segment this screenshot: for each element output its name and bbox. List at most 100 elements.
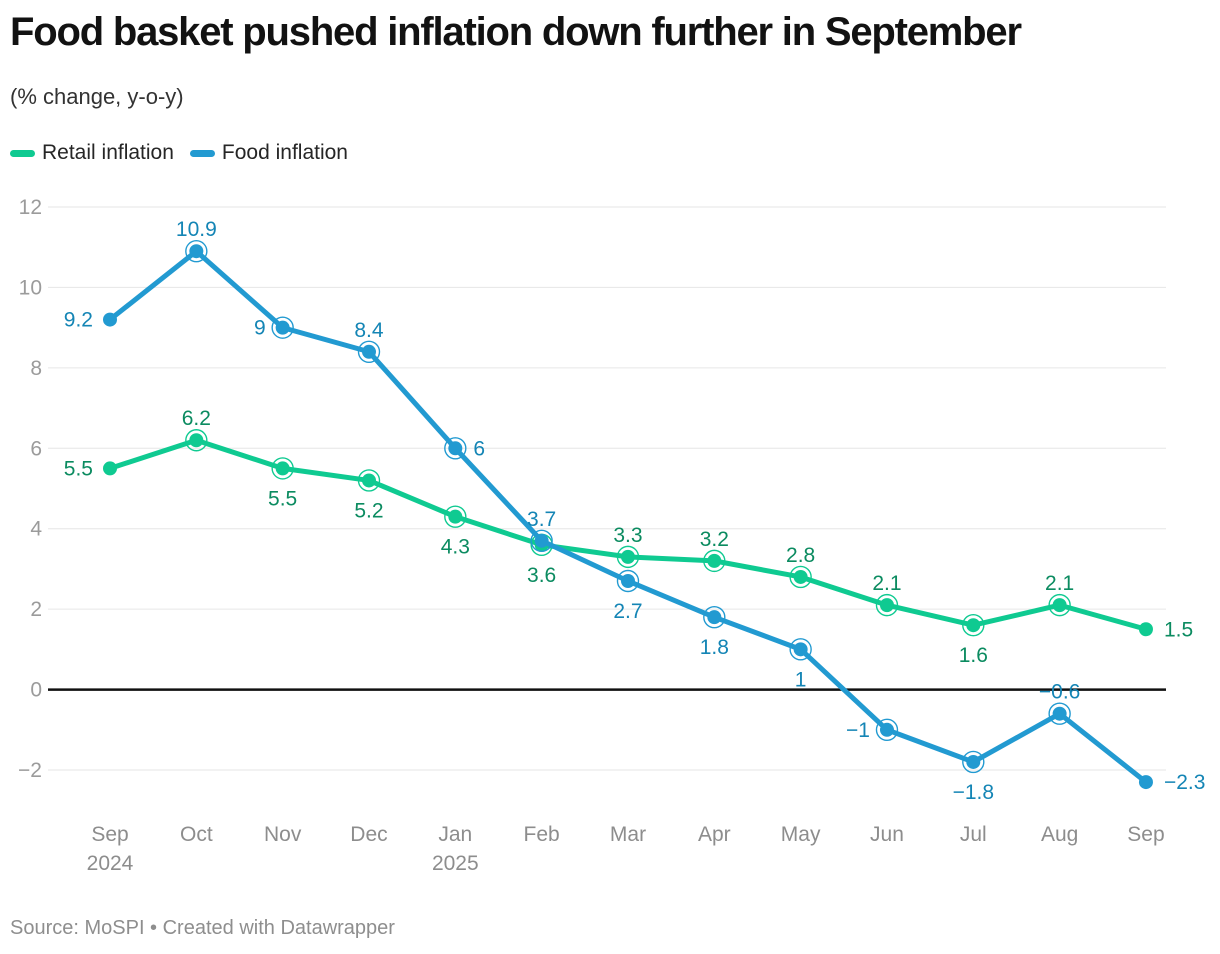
- marker-ring-icon: [444, 505, 467, 528]
- x-tick-label: Feb: [524, 823, 560, 846]
- data-point[interactable]: [103, 312, 117, 327]
- value-label: −1.8: [953, 781, 994, 804]
- data-point[interactable]: [620, 549, 635, 564]
- value-label: 5.5: [64, 457, 93, 480]
- y-tick-label: 6: [30, 437, 42, 460]
- value-label: 1: [795, 668, 807, 691]
- value-label: −1: [846, 719, 870, 742]
- x-tick-label: Dec: [350, 823, 387, 846]
- x-tick-label: Mar: [610, 823, 646, 846]
- data-point[interactable]: [534, 533, 549, 548]
- x-tick-label: Aug: [1041, 823, 1078, 846]
- value-label: 2.1: [1045, 572, 1074, 595]
- value-label: 9.2: [64, 309, 93, 332]
- x-year-label: 2024: [87, 852, 134, 875]
- value-label: 2.7: [613, 600, 642, 623]
- legend: Retail inflation Food inflation: [10, 141, 348, 165]
- y-tick-label: 2: [30, 598, 42, 621]
- data-point[interactable]: [793, 569, 808, 584]
- marker-ring-icon: [962, 614, 985, 637]
- marker-ring-icon: [875, 593, 899, 617]
- y-tick-label: 8: [30, 357, 42, 380]
- x-tick-label: Oct: [180, 823, 213, 846]
- value-label: 3.6: [527, 564, 556, 587]
- data-point[interactable]: [620, 573, 635, 588]
- value-label: 3.7: [527, 508, 556, 531]
- value-label: 6.2: [182, 407, 211, 430]
- chart-title: Food basket pushed inflation down furthe…: [10, 10, 1022, 54]
- marker-ring-icon: [789, 565, 812, 589]
- data-point[interactable]: [361, 473, 376, 488]
- source-note: Source: MoSPI • Created with Datawrapper: [10, 917, 395, 939]
- value-label: 2.1: [872, 572, 901, 595]
- data-point[interactable]: [707, 610, 722, 625]
- marker-ring-icon: [357, 340, 381, 363]
- y-tick-label: 0: [30, 679, 42, 702]
- x-tick-label: Jan: [438, 823, 472, 846]
- data-point[interactable]: [189, 244, 204, 259]
- data-point[interactable]: [189, 433, 204, 448]
- marker-ring-icon: [962, 750, 985, 774]
- marker-ring-icon: [530, 529, 553, 552]
- data-point[interactable]: [1052, 706, 1067, 721]
- data-point[interactable]: [879, 598, 894, 613]
- marker-ring-icon: [703, 605, 726, 629]
- value-label: −2.3: [1164, 771, 1205, 794]
- marker-ring-icon: [185, 429, 208, 452]
- y-tick-label: 10: [19, 276, 42, 299]
- value-label: −0.6: [1039, 681, 1080, 704]
- marker-ring-icon: [616, 569, 640, 593]
- value-label: 1.8: [700, 636, 729, 659]
- marker-ring-icon: [1048, 593, 1071, 617]
- marker-ring-icon: [875, 718, 899, 741]
- data-point[interactable]: [448, 441, 463, 456]
- marker-ring-icon: [185, 240, 208, 263]
- retail-inflation-legend-label: Retail inflation: [42, 141, 174, 164]
- data-point[interactable]: [966, 754, 981, 769]
- value-label: 9: [254, 317, 266, 340]
- data-point[interactable]: [275, 320, 290, 335]
- retail-inflation-swatch-icon: [10, 149, 35, 157]
- data-point[interactable]: [275, 461, 290, 476]
- data-point[interactable]: [1138, 622, 1153, 637]
- marker-ring-icon: [1048, 702, 1071, 725]
- value-label: 3.3: [613, 524, 642, 547]
- data-point[interactable]: [361, 344, 376, 359]
- data-point[interactable]: [1052, 598, 1067, 613]
- marker-ring-icon: [271, 316, 294, 339]
- x-tick-label: May: [781, 823, 821, 846]
- x-year-label: 2025: [432, 852, 479, 875]
- x-tick-label: Jun: [870, 823, 904, 846]
- data-point[interactable]: [1138, 775, 1153, 790]
- y-tick-label: 4: [30, 518, 42, 541]
- x-tick-label: Apr: [698, 823, 731, 846]
- value-label: 1.5: [1164, 618, 1193, 641]
- marker-ring-icon: [444, 437, 467, 460]
- marker-ring-icon: [271, 457, 294, 480]
- x-tick-label: Jul: [960, 823, 987, 846]
- value-label: 6: [473, 437, 485, 460]
- value-label: 2.8: [786, 544, 815, 567]
- legend-item-food-inflation: Food inflation: [189, 141, 348, 165]
- legend-item-retail-inflation: Retail inflation: [10, 141, 174, 165]
- data-point[interactable]: [879, 722, 894, 737]
- data-point[interactable]: [966, 618, 981, 633]
- data-point[interactable]: [448, 509, 463, 524]
- marker-ring-icon: [789, 638, 812, 661]
- value-label: 10.9: [176, 218, 217, 241]
- value-label: 8.4: [354, 319, 384, 342]
- value-label: 1.6: [959, 644, 988, 667]
- data-point[interactable]: [103, 461, 117, 476]
- food-inflation-swatch-icon: [189, 149, 215, 157]
- value-label: 3.2: [700, 528, 729, 551]
- value-label: 5.5: [268, 487, 297, 510]
- x-tick-label: Nov: [264, 823, 302, 846]
- data-point[interactable]: [793, 642, 808, 657]
- data-point[interactable]: [707, 553, 722, 568]
- marker-ring-icon: [703, 549, 726, 573]
- x-tick-label: Sep: [1127, 823, 1164, 846]
- y-tick-label: −2: [18, 759, 42, 782]
- chart-subtitle: (% change, y-o-y): [10, 84, 184, 109]
- y-tick-label: 12: [19, 196, 42, 219]
- value-label: 5.2: [354, 499, 383, 522]
